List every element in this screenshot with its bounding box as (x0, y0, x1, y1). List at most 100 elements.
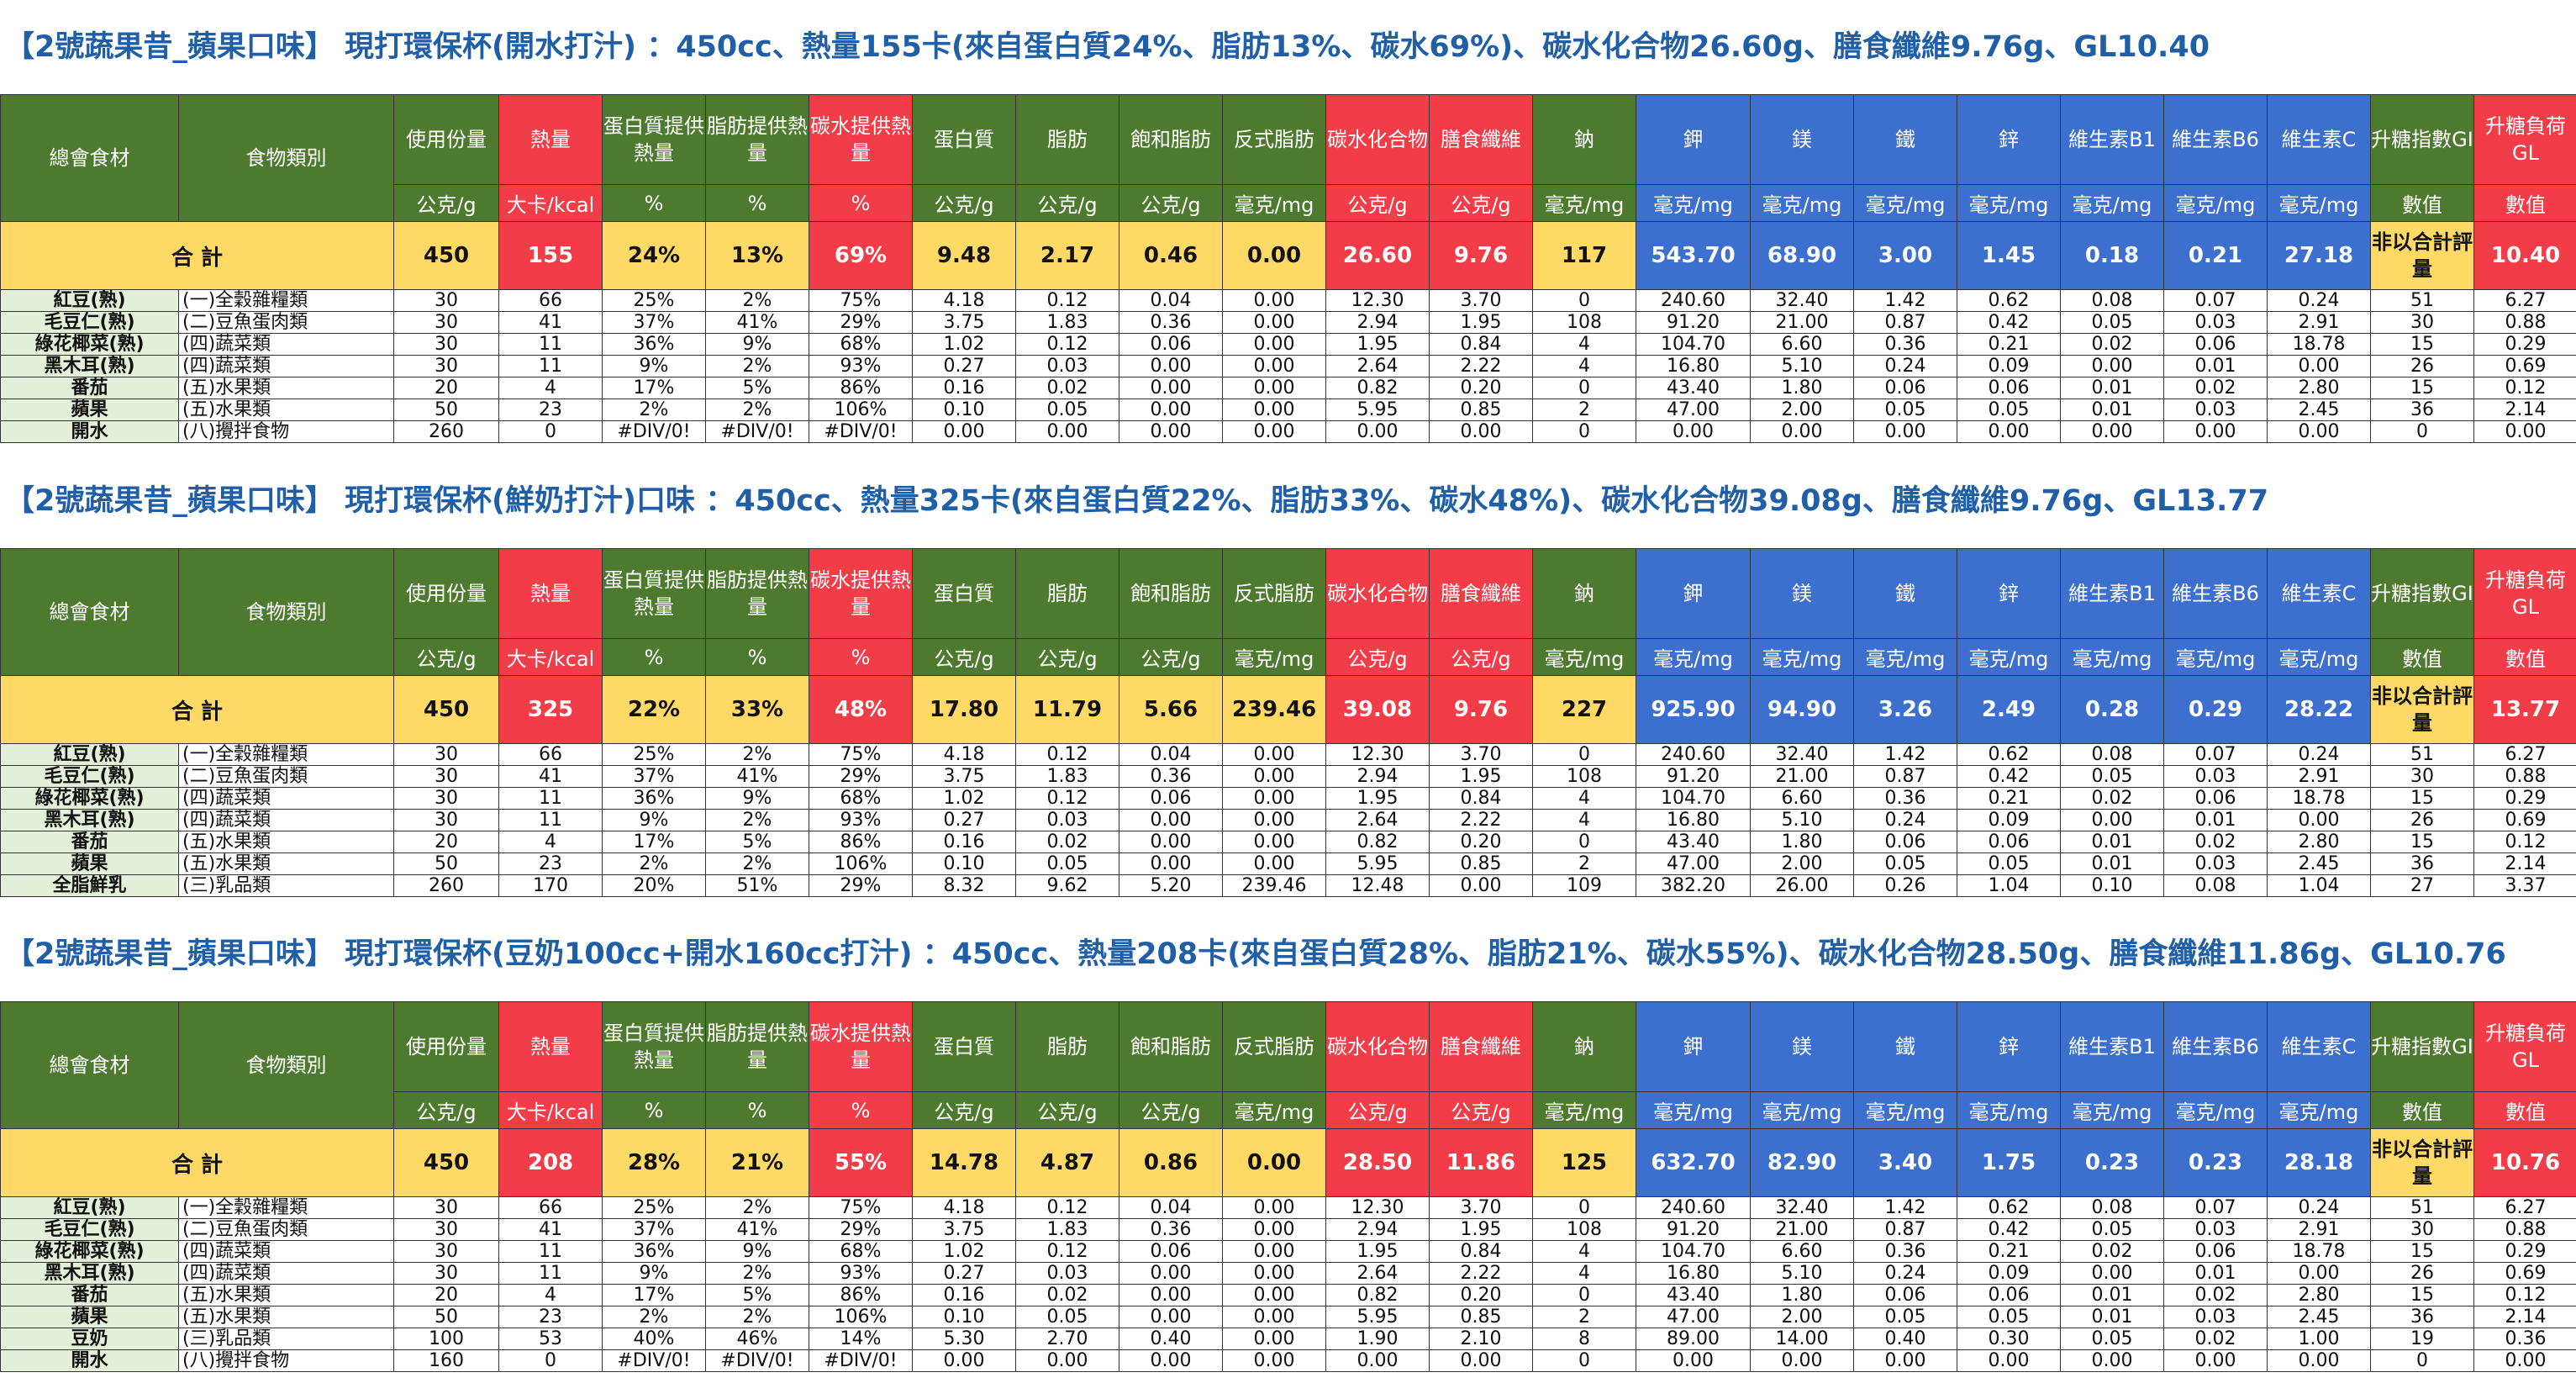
table-cell: 0.85 (1429, 1306, 1533, 1328)
total-row: 合 計 450 208 28% 21% 55% 14.78 4.87 0.86 0.00 28.50… (0, 1128, 2576, 1197)
table-cell: 0.00 (1015, 420, 1119, 443)
table-cell: 2.22 (1429, 809, 1533, 831)
column-header: 使用份量 (393, 1001, 499, 1092)
table-cell: 20% (602, 874, 706, 897)
table-cell: 9.62 (1015, 874, 1119, 897)
table-cell: 9% (602, 355, 706, 377)
table-cell: 0.05 (1853, 1306, 1957, 1328)
table-cell: 0.12 (1015, 1196, 1119, 1219)
column-header: 鉀 (1636, 1001, 1751, 1092)
ingredient-name: 番茄 (0, 831, 179, 853)
column-header: 升糖指數GI (2370, 94, 2474, 185)
table-cell: 2% (705, 289, 809, 312)
table-cell: 0.00 (1222, 420, 1326, 443)
table-cell: 0.00 (1015, 1349, 1119, 1372)
table-cell: 37% (602, 765, 706, 788)
ingredient-name: 蘋果 (0, 1306, 179, 1328)
table-cell: 4.18 (912, 289, 1016, 312)
table-cell: 0 (1532, 289, 1636, 312)
column-header: 膳食纖維 (1429, 548, 1533, 639)
table-cell: 14.00 (1750, 1328, 1854, 1350)
table-cell: 0.00 (2060, 809, 2164, 831)
table-cell: 50 (393, 399, 499, 421)
ingredient-name: 蘋果 (0, 399, 179, 421)
table-cell: 0.06 (1119, 1240, 1223, 1263)
column-header: 蛋白質 (912, 1001, 1016, 1092)
table-cell: 66 (498, 743, 603, 766)
table-cell: 2 (1532, 852, 1636, 875)
table-cell: 30 (2370, 765, 2474, 788)
table-cell: 0.05 (2060, 765, 2164, 788)
food-category: (五)水果類 (178, 1284, 394, 1306)
table-cell: 43.40 (1636, 831, 1751, 853)
nutrition-table: 總會食材 食物類別 使用份量 熱量 蛋白質提供熱量 脂肪提供熱量 碳水提供熱量 蛋白質 脂肪 飽和… (0, 94, 2576, 443)
table-cell: 11 (498, 809, 603, 831)
table-cell: 6.60 (1750, 333, 1854, 356)
total-value: 3.00 (1853, 221, 1957, 290)
table-cell: 0.05 (1957, 852, 2061, 875)
column-unit: 毫克/mg (1957, 184, 2061, 222)
food-category: (五)水果類 (178, 1306, 394, 1328)
table-cell: 36 (2370, 1306, 2474, 1328)
total-value: 17.80 (912, 675, 1016, 744)
table-cell: 0 (2370, 420, 2474, 443)
table-cell: 0.84 (1429, 1240, 1533, 1263)
table-cell: 0.01 (2060, 852, 2164, 875)
total-value: 4.87 (1015, 1128, 1119, 1197)
table-cell: 3.75 (912, 1218, 1016, 1241)
table-cell: 0.00 (1429, 1349, 1533, 1372)
table-cell: 0.00 (1636, 1349, 1751, 1372)
table-cell: 1.80 (1750, 377, 1854, 399)
table-cell: 2.14 (2473, 1306, 2576, 1328)
food-category: (五)水果類 (178, 377, 394, 399)
table-cell: 2% (602, 399, 706, 421)
table-cell: 0.36 (1119, 765, 1223, 788)
total-value: 27.18 (2267, 221, 2371, 290)
total-value: 1.45 (1957, 221, 2061, 290)
column-header: 維生素C (2267, 94, 2371, 185)
column-header: 鉀 (1636, 548, 1751, 639)
table-cell: 0.16 (912, 831, 1016, 853)
table-cell: 43.40 (1636, 377, 1751, 399)
table-cell: 41% (705, 765, 809, 788)
table-cell: #DIV/0! (602, 1349, 706, 1372)
table-cell: 0.24 (1853, 809, 1957, 831)
total-label: 合 計 (0, 221, 394, 290)
column-unit: 毫克/mg (1750, 638, 1854, 676)
table-cell: 4 (1532, 1262, 1636, 1285)
table-cell: 16.80 (1636, 1262, 1751, 1285)
table-cell: 51% (705, 874, 809, 897)
column-unit: 大卡/kcal (498, 638, 603, 676)
nutrition-table: 總會食材 食物類別 使用份量 熱量 蛋白質提供熱量 脂肪提供熱量 碳水提供熱量 蛋白質 脂肪 飽和… (0, 1001, 2576, 1372)
unit-row: 公克/g 大卡/kcal%%% 公克/g 公克/g 公克/g 毫克/mg 公克/g 公克/g 毫… (1, 184, 2576, 222)
column-header: 反式脂肪 (1222, 1001, 1326, 1092)
table-cell: 2.64 (1325, 355, 1430, 377)
table-row: 黑木耳(熟) (四)蔬菜類 30 11 9% 2% 93% 0.27 0.03 0.00 0.00 2… (0, 355, 2576, 377)
table-cell: 106% (809, 852, 913, 875)
total-value: 450 (393, 1128, 499, 1197)
table-cell: 16.80 (1636, 809, 1751, 831)
ingredient-name: 紅豆(熟) (0, 743, 179, 766)
table-cell: 0.00 (1222, 852, 1326, 875)
table-cell: 0.00 (1222, 765, 1326, 788)
food-category: (四)蔬菜類 (178, 355, 394, 377)
table-cell: 0 (1532, 1349, 1636, 1372)
table-cell: 2% (705, 1196, 809, 1219)
table-cell: 104.70 (1636, 1240, 1751, 1263)
table-cell: 86% (809, 831, 913, 853)
table-cell: 160 (393, 1349, 499, 1372)
table-cell: 0.01 (2060, 377, 2164, 399)
table-cell: 4 (1532, 809, 1636, 831)
table-cell: 26.00 (1750, 874, 1854, 897)
table-cell: 0.06 (1119, 333, 1223, 356)
table-cell: 0.00 (1119, 831, 1223, 853)
table-cell: 2.22 (1429, 1262, 1533, 1285)
table-cell: 0.84 (1429, 787, 1533, 810)
column-unit: 毫克/mg (2267, 184, 2371, 222)
table-cell: 0.24 (2267, 289, 2371, 312)
table-cell: 0.06 (1957, 831, 2061, 853)
total-value: 13.77 (2473, 675, 2576, 744)
table-cell: 20 (393, 377, 499, 399)
total-value: 10.76 (2473, 1128, 2576, 1197)
column-header: 鎂 (1750, 94, 1854, 185)
